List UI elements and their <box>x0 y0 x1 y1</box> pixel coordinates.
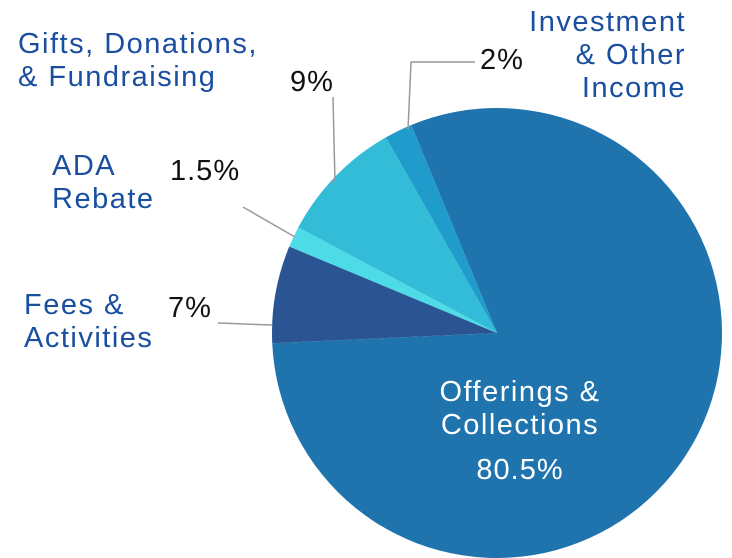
pie-slice <box>289 227 497 333</box>
slice-label: Offerings & Collections <box>439 376 601 441</box>
pie-slice <box>272 246 497 344</box>
leader-line <box>242 206 296 238</box>
value-label: 1.5% <box>170 155 241 187</box>
pie-slice <box>385 124 497 333</box>
pie-slice <box>272 108 722 558</box>
slice-label: Investment & Other Income <box>529 6 686 104</box>
slice-label: Gifts, Donations, & Fundraising <box>18 28 258 93</box>
pie-slice <box>298 137 497 333</box>
leader-lines <box>217 61 475 326</box>
value-label: 7% <box>168 292 212 324</box>
value-label: 9% <box>290 66 334 98</box>
slice-label: ADA Rebate <box>52 150 155 215</box>
leader-line <box>332 96 336 184</box>
value-label: 2% <box>480 44 524 76</box>
value-label: 80.5% <box>476 454 564 486</box>
leader-line <box>407 61 475 131</box>
slice-label: Fees & Activities <box>24 289 154 354</box>
pie <box>272 108 722 558</box>
leader-line <box>217 322 273 326</box>
